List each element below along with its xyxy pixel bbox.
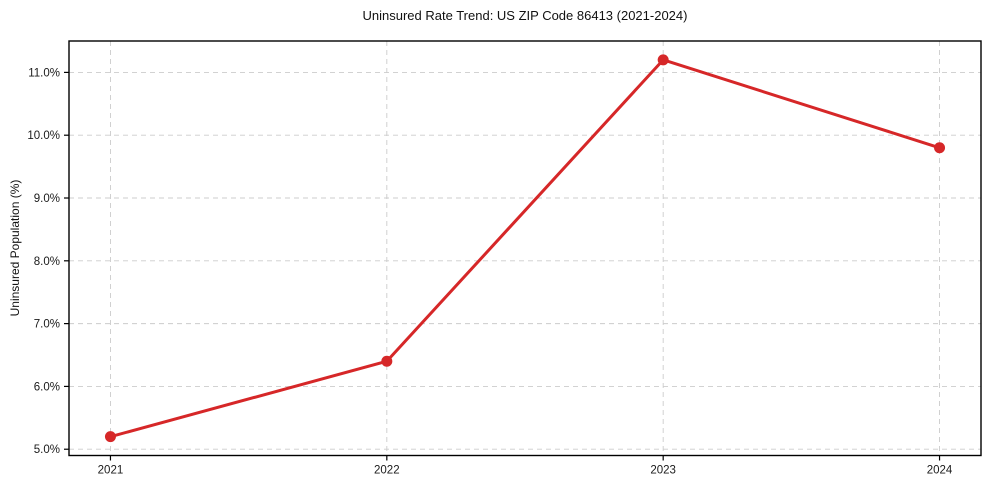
y-tick-label: 9.0% (34, 193, 60, 205)
x-tick-label: 2024 (927, 465, 953, 477)
data-point (104, 431, 116, 443)
x-tick-label: 2023 (650, 465, 676, 477)
y-tick-label: 10.0% (27, 130, 60, 142)
data-point (381, 355, 393, 367)
y-tick-label: 11.0% (28, 67, 60, 79)
x-tick-label: 2021 (98, 465, 124, 477)
y-tick-label: 8.0% (34, 256, 60, 268)
y-tick-label: 7.0% (34, 319, 60, 331)
trend-line (108, 58, 942, 439)
x-tick-label: 2022 (374, 465, 400, 477)
chart-title: Uninsured Rate Trend: US ZIP Code 86413 … (362, 8, 688, 23)
data-point (657, 54, 669, 66)
y-tick-label: 6.0% (34, 381, 60, 393)
y-tick-label: 5.0% (34, 444, 60, 456)
axes-border (68, 40, 982, 457)
data-point (934, 142, 946, 154)
